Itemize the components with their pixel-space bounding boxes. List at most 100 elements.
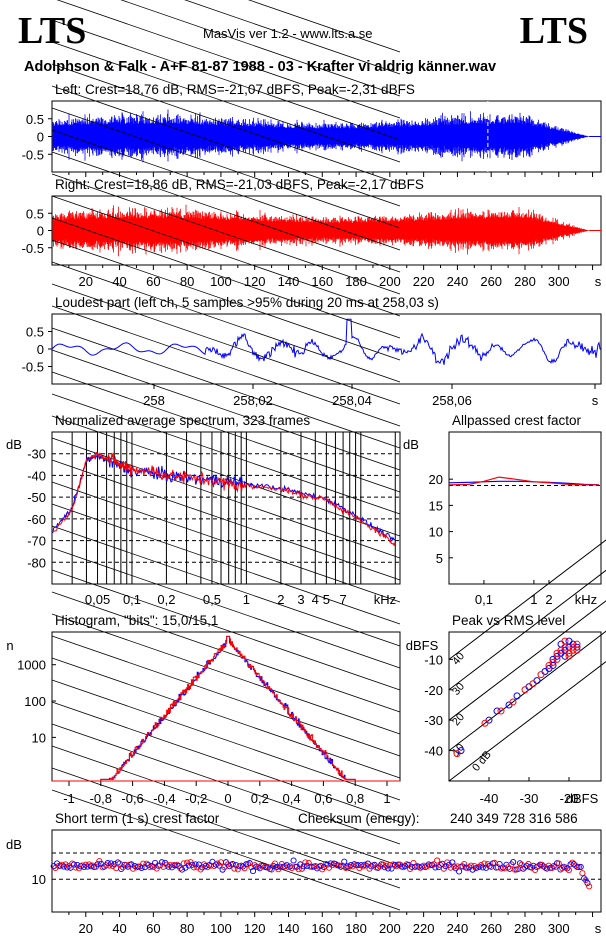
short-term-crest-xtick-label: s — [595, 921, 602, 936]
spectrum-diagonal — [51, 195, 401, 317]
short-term-crest-left-point — [584, 880, 591, 887]
spectrum-xtick-label: 4 — [312, 592, 319, 607]
peak-vs-rms-ytick-label: -10 — [424, 652, 443, 667]
spectrum-diagonal — [51, 723, 401, 845]
short-term-crest-xtick-label: 140 — [278, 921, 300, 936]
right-waveform-ytick-label: 0 — [37, 224, 44, 239]
short-term-crest-right-point — [143, 860, 150, 867]
peak-vs-rms-left-point — [513, 692, 521, 700]
short-term-crest-left-point — [64, 864, 71, 871]
short-term-crest-right-point — [146, 864, 154, 871]
spectrum-diagonal — [51, 305, 401, 427]
short-term-crest-left-point — [283, 862, 290, 869]
histogram-xtick-label: 0,2 — [251, 791, 269, 806]
right-waveform-xtick-label: 120 — [244, 274, 266, 289]
short-term-crest-xtick-label: 300 — [548, 921, 570, 936]
spectrum-diagonal — [51, 547, 401, 669]
right-waveform-xtick-label: 180 — [345, 274, 367, 289]
left-waveform-signal — [52, 109, 590, 163]
spectrum-diagonal — [51, 635, 401, 757]
peak-vs-rms-frame — [448, 631, 602, 782]
spectrum-frame — [51, 431, 401, 585]
spectrum-diagonal — [51, 459, 401, 581]
peak-vs-rms-left-point — [533, 677, 541, 685]
short-term-crest-xtick-label: 220 — [413, 921, 435, 936]
short-term-crest-left-point — [94, 861, 101, 868]
short-term-crest-left-point — [581, 875, 588, 882]
short-term-crest-right-point — [548, 864, 556, 872]
spectrum-diagonal — [51, 19, 401, 141]
spectrum-diagonal — [51, 151, 401, 273]
peak-vs-rms-left-point — [549, 661, 557, 669]
peak-vs-rms-xlabel: dBFS — [566, 791, 599, 806]
right-waveform-ytick-label: 0.5 — [26, 206, 44, 221]
histogram-xtick-label: -0,4 — [153, 791, 175, 806]
peak-vs-rms-right-point — [481, 719, 489, 727]
spectrum-diagonal — [51, 503, 401, 625]
short-term-crest-xtick-label: 240 — [447, 921, 469, 936]
loudest-part-frame — [51, 313, 602, 385]
short-term-crest-left-point — [432, 864, 439, 871]
spectrum-diagonal — [51, 239, 401, 361]
short-term-crest-left-point — [381, 864, 388, 871]
histogram-xtick-label: 0,4 — [283, 791, 301, 806]
short-term-crest-right-point — [184, 859, 191, 866]
peak-vs-rms-right-point — [453, 750, 461, 758]
loudest-part-xtick-label: 258,06 — [432, 393, 472, 408]
spectrum-diagonal — [51, 63, 401, 185]
peak-vs-rms-diag-label: 30 — [450, 681, 467, 698]
short-term-crest-frame — [51, 829, 602, 913]
spectrum-ytick-label: -60 — [27, 512, 46, 527]
right-waveform-xtick-label: 280 — [514, 274, 536, 289]
right-waveform-xtick-label: 40 — [112, 274, 126, 289]
short-term-crest-left-point — [479, 864, 486, 871]
histogram-xtick-label: -1 — [63, 791, 75, 806]
left-waveform-ytick-label: -0.5 — [22, 147, 44, 162]
peak-vs-rms-title: Peak vs RMS level — [452, 613, 566, 628]
short-term-crest-xtick-label: 20 — [79, 921, 93, 936]
short-term-crest-right-point — [410, 859, 417, 867]
spectrum-diagonal — [51, 481, 401, 603]
short-term-crest-left-point — [516, 860, 523, 867]
short-term-crest-right-point — [532, 866, 539, 873]
right-waveform-signal — [52, 204, 590, 257]
right-waveform-xtick-label: s — [595, 274, 602, 289]
right-waveform-title: Right: Crest=18,86 dB, RMS=-21,03 dBFS, … — [55, 177, 424, 192]
peak-vs-rms-right-point — [509, 698, 517, 706]
short-term-crest-right-point — [461, 860, 468, 868]
peak-vs-rms-diagonal — [448, 569, 606, 691]
histogram-title: Histogram, "bits": 15,0/15,1 — [55, 613, 219, 628]
spectrum-ylabel: dB — [6, 437, 22, 452]
spectrum-diagonal — [51, 569, 401, 691]
short-term-crest-left-point — [374, 864, 382, 871]
peak-vs-rms-left-point — [557, 640, 565, 648]
short-term-crest-left-point — [114, 859, 121, 866]
spectrum-xtick-label: 0,2 — [157, 592, 175, 607]
spectrum-ytick-label: -70 — [27, 534, 46, 549]
histogram-blue-bars — [100, 635, 356, 781]
spectrum-ytick-label: -40 — [27, 468, 46, 483]
peak-vs-rms-right-point — [529, 680, 537, 688]
spectrum-diagonals — [51, 0, 401, 911]
spectrum-diagonal — [51, 789, 401, 911]
short-term-crest-right-point — [579, 870, 586, 877]
checksum-value: 240 349 728 316 586 — [450, 811, 578, 826]
spectrum-xtick-label: 1 — [243, 592, 250, 607]
allpassed-crest-ytick-label: 5 — [436, 551, 443, 566]
spectrum-xtick-label: 0,1 — [123, 592, 141, 607]
short-term-crest-right-point — [251, 862, 258, 869]
short-term-crest-right-point — [342, 864, 349, 871]
short-term-crest-xtick-label: 200 — [379, 921, 401, 936]
short-term-crest-left-point — [317, 862, 324, 870]
short-term-crest-right-point — [59, 861, 66, 868]
short-term-crest-right-point — [582, 877, 589, 884]
histogram-xtick-label: -0,8 — [90, 791, 112, 806]
short-term-crest-right-point — [231, 865, 238, 872]
right-waveform-xtick-label: 260 — [480, 274, 502, 289]
short-term-crest-xtick-label: 180 — [345, 921, 367, 936]
peak-vs-rms-ylabel: dBFS — [406, 638, 439, 653]
right-waveform-xtick-label: 220 — [413, 274, 435, 289]
spectrum-diagonal — [51, 217, 401, 339]
short-term-crest-xtick-label: 80 — [180, 921, 194, 936]
spectrum-diagonal — [247, 0, 401, 53]
